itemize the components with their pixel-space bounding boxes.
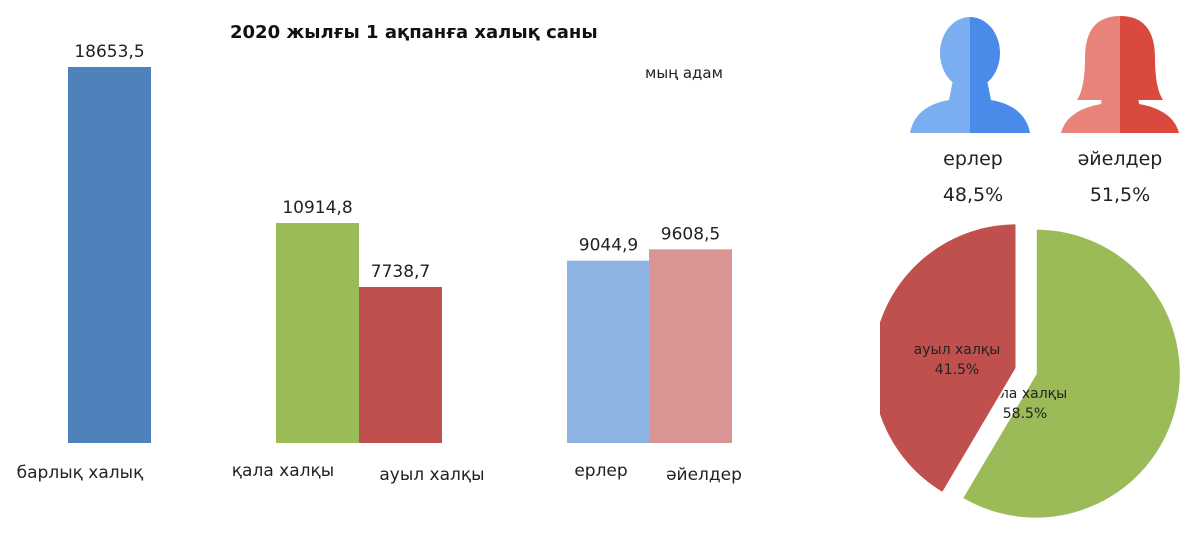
category-label: қала халқы: [232, 461, 334, 481]
bar-1: [68, 67, 151, 443]
category-label: ерлер: [574, 461, 627, 481]
bar-value-label: 7738,7: [371, 262, 430, 282]
man-silhouette-icon: [910, 17, 1030, 133]
bar-chart: 18653,5 барлық халық 10914,8 қала халқы 7738…: [17, 42, 742, 485]
category-label: әйелдер: [666, 465, 742, 485]
men-label: ерлер: [943, 148, 1003, 170]
men-percent: 48,5%: [942, 184, 1004, 206]
bar-value-label: 10914,8: [282, 198, 352, 218]
bar-4: [567, 260, 650, 443]
bar-value-label: 18653,5: [74, 42, 144, 62]
category-label: ауыл халқы: [379, 465, 484, 485]
unit-label: мың адам: [645, 64, 723, 82]
category-label: барлық халық: [17, 463, 144, 483]
bar-5: [649, 249, 732, 443]
women-label: әйелдер: [1077, 148, 1163, 170]
pie-slice-1: [960, 227, 1182, 520]
women-percent: 51,5%: [1089, 184, 1151, 206]
woman-silhouette-icon: [1061, 16, 1179, 133]
pie-slice-label: ауыл халқы: [914, 342, 1001, 358]
chart-title: 2020 жылғы 1 ақпанға халық саны: [230, 22, 598, 43]
pie-slice-2: [880, 222, 1018, 495]
bar-value-label: 9608,5: [661, 224, 720, 244]
bar-3: [359, 287, 442, 443]
pie-slice-value: 58.5%: [1003, 406, 1047, 422]
bar-value-label: 9044,9: [579, 236, 638, 256]
bar-2: [276, 222, 359, 443]
pie-slice-value: 41.5%: [935, 362, 979, 378]
